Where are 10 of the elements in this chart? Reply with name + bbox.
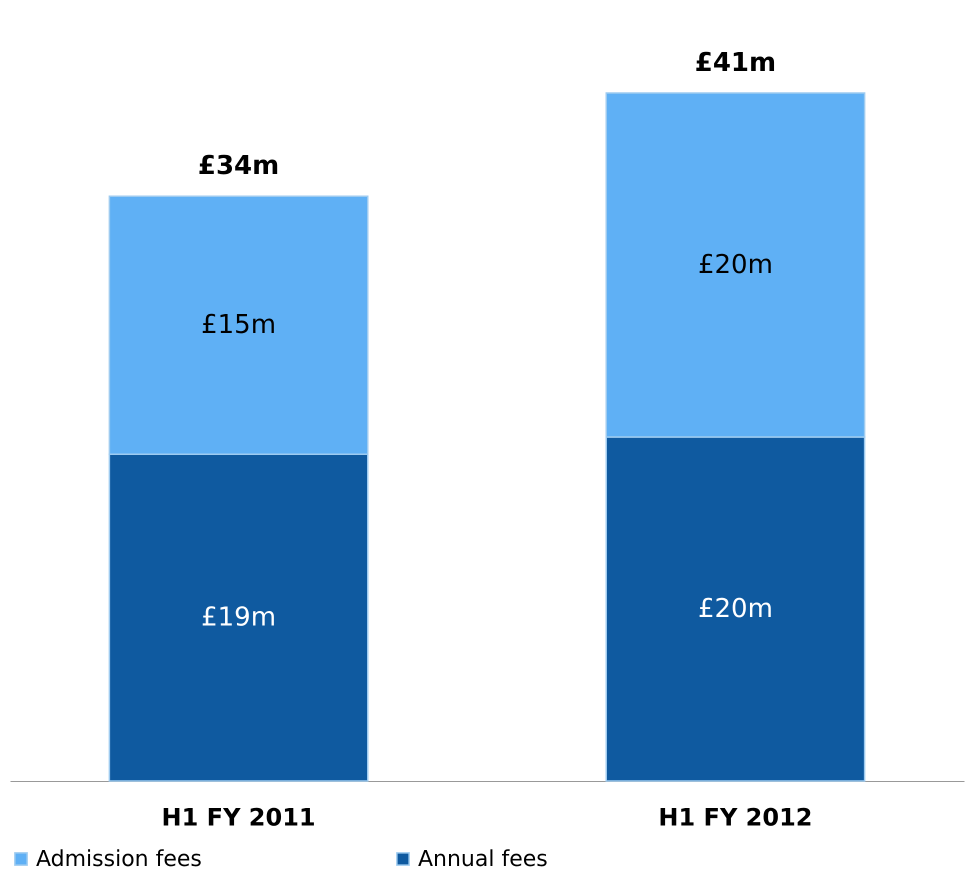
total-label: £41m bbox=[694, 48, 776, 78]
data-label: £20m bbox=[698, 594, 773, 624]
data-label: £15m bbox=[201, 310, 276, 340]
legend-label: Annual fees bbox=[418, 847, 548, 872]
x-tick-label: H1 FY 2012 bbox=[658, 804, 812, 832]
data-label: £20m bbox=[698, 250, 773, 280]
total-label: £34m bbox=[198, 151, 280, 182]
x-tick-label: H1 FY 2011 bbox=[162, 804, 316, 832]
data-label: £19m bbox=[201, 602, 276, 633]
legend-label: Admission fees bbox=[36, 847, 202, 872]
